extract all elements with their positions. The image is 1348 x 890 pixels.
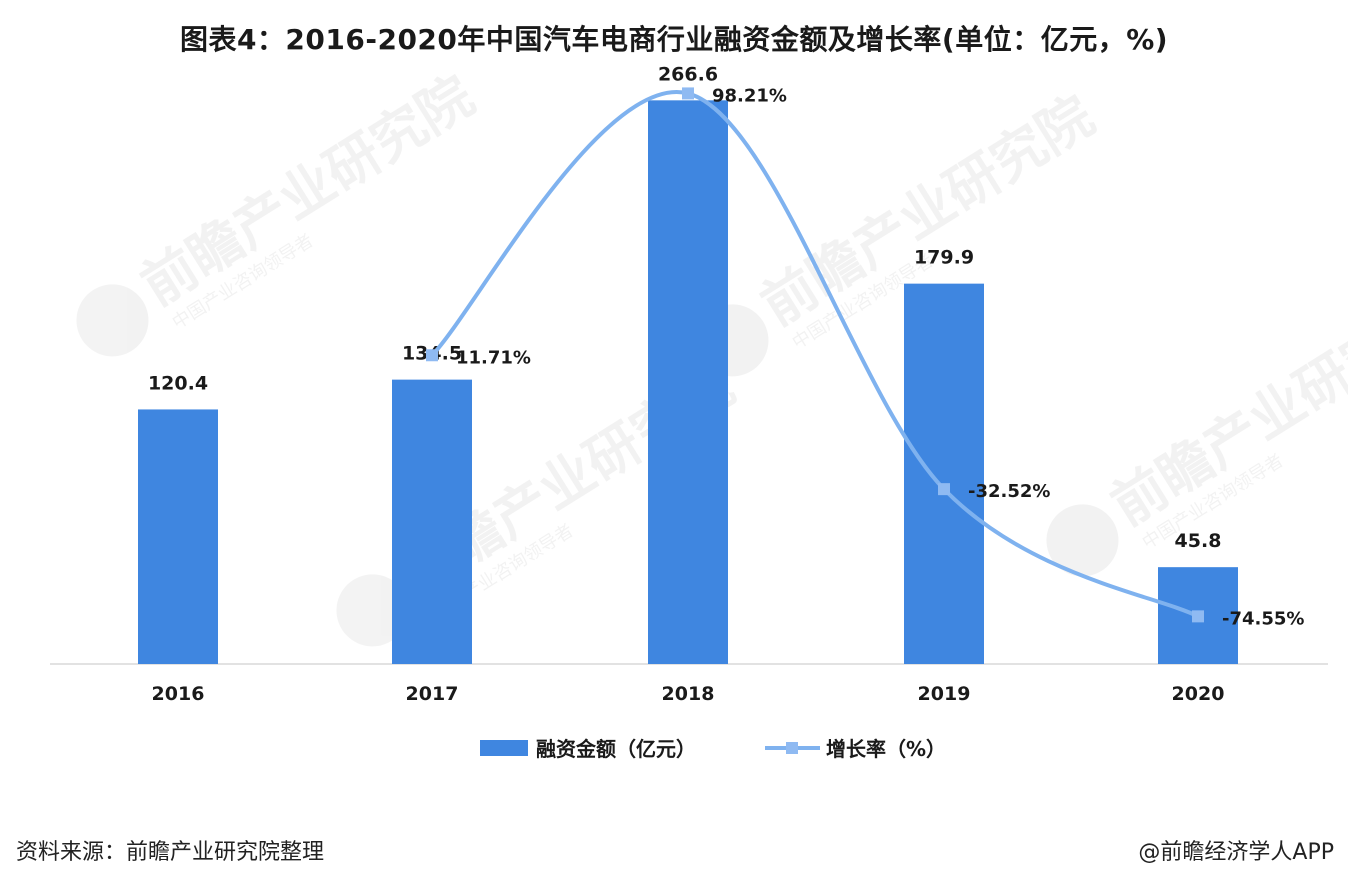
x-axis-ticks: 2016 2017 2018 2019 2020 bbox=[152, 683, 1225, 705]
rate-marker bbox=[682, 87, 694, 100]
rate-value-label: -32.52% bbox=[968, 481, 1050, 502]
growth-rate-labels: 11.71% 98.21% -32.52% -74.55% bbox=[456, 85, 1304, 629]
x-tick-label: 2018 bbox=[662, 683, 715, 705]
x-tick-label: 2017 bbox=[406, 683, 459, 705]
chart-title: 图表4：2016-2020年中国汽车电商行业融资金额及增长率(单位：亿元，%) bbox=[179, 23, 1169, 56]
growth-rate-line bbox=[430, 89, 1199, 619]
legend-line-marker bbox=[786, 742, 798, 754]
bar-value-label: 120.4 bbox=[148, 372, 208, 394]
rate-marker bbox=[1192, 610, 1204, 623]
watermark-logo-icon bbox=[76, 284, 149, 357]
legend-bar-label: 融资金额（亿元） bbox=[536, 737, 696, 761]
bar bbox=[904, 283, 984, 664]
bar bbox=[138, 409, 218, 664]
bar-series bbox=[138, 100, 1238, 665]
rate-value-label: 98.21% bbox=[712, 85, 787, 106]
bar bbox=[392, 379, 472, 664]
watermark-text: 前瞻产业研究院 bbox=[130, 64, 484, 318]
bar bbox=[648, 100, 728, 665]
rate-value-label: -74.55% bbox=[1222, 608, 1304, 629]
rate-marker bbox=[426, 349, 438, 362]
x-tick-label: 2016 bbox=[152, 683, 205, 705]
bar-value-label: 179.9 bbox=[914, 247, 974, 269]
x-tick-label: 2020 bbox=[1172, 683, 1225, 705]
watermark-logo-icon bbox=[336, 574, 409, 647]
rate-marker bbox=[938, 483, 950, 496]
rate-value-label: 11.71% bbox=[456, 347, 531, 368]
watermark-logo-icon bbox=[1046, 504, 1119, 577]
legend-line-label: 增长率（%） bbox=[826, 737, 946, 761]
legend: 融资金额（亿元） 增长率（%） bbox=[480, 737, 946, 761]
credit-note: @前瞻经济学人APP bbox=[1138, 840, 1334, 865]
legend-bar-swatch bbox=[480, 740, 528, 756]
source-note: 资料来源：前瞻产业研究院整理 bbox=[16, 840, 325, 865]
x-tick-label: 2019 bbox=[918, 683, 971, 705]
growth-rate-markers bbox=[426, 87, 1204, 623]
bar-value-label: 266.6 bbox=[658, 63, 718, 85]
bar-value-label: 45.8 bbox=[1175, 530, 1222, 552]
